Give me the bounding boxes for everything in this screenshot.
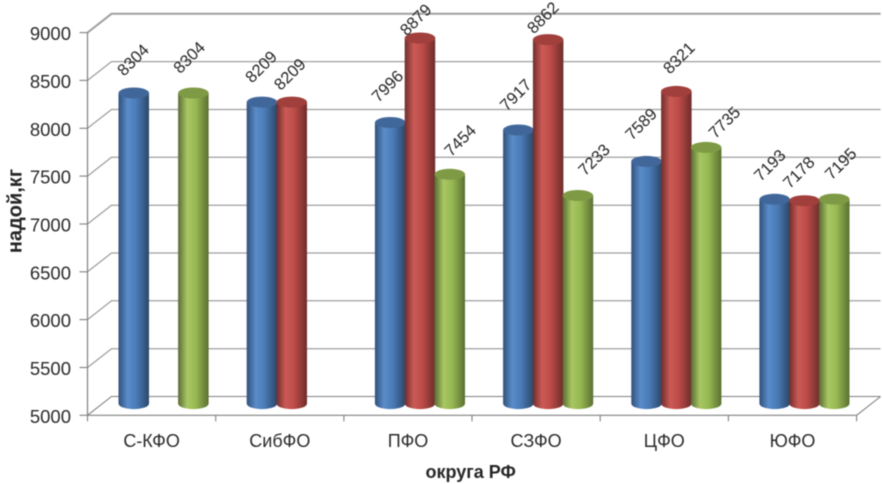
svg-text:6500: 6500: [30, 262, 71, 283]
svg-text:9000: 9000: [30, 23, 71, 44]
svg-text:С-КФО: С-КФО: [123, 431, 180, 451]
svg-text:надой,кг: надой,кг: [5, 169, 27, 253]
svg-text:7000: 7000: [30, 215, 71, 236]
svg-text:7500: 7500: [30, 167, 71, 188]
svg-text:ЦФО: ЦФО: [644, 431, 685, 451]
svg-text:5000: 5000: [30, 406, 71, 427]
svg-text:ПФО: ПФО: [388, 431, 429, 451]
svg-text:ЮФО: ЮФО: [770, 431, 816, 451]
svg-text:8500: 8500: [30, 71, 71, 92]
svg-text:6000: 6000: [30, 310, 71, 331]
svg-text:5500: 5500: [30, 358, 71, 379]
svg-text:округа РФ: округа РФ: [425, 462, 515, 482]
svg-text:СЗФО: СЗФО: [511, 431, 562, 451]
svg-text:СибФО: СибФО: [249, 431, 310, 451]
svg-text:8000: 8000: [30, 119, 71, 140]
